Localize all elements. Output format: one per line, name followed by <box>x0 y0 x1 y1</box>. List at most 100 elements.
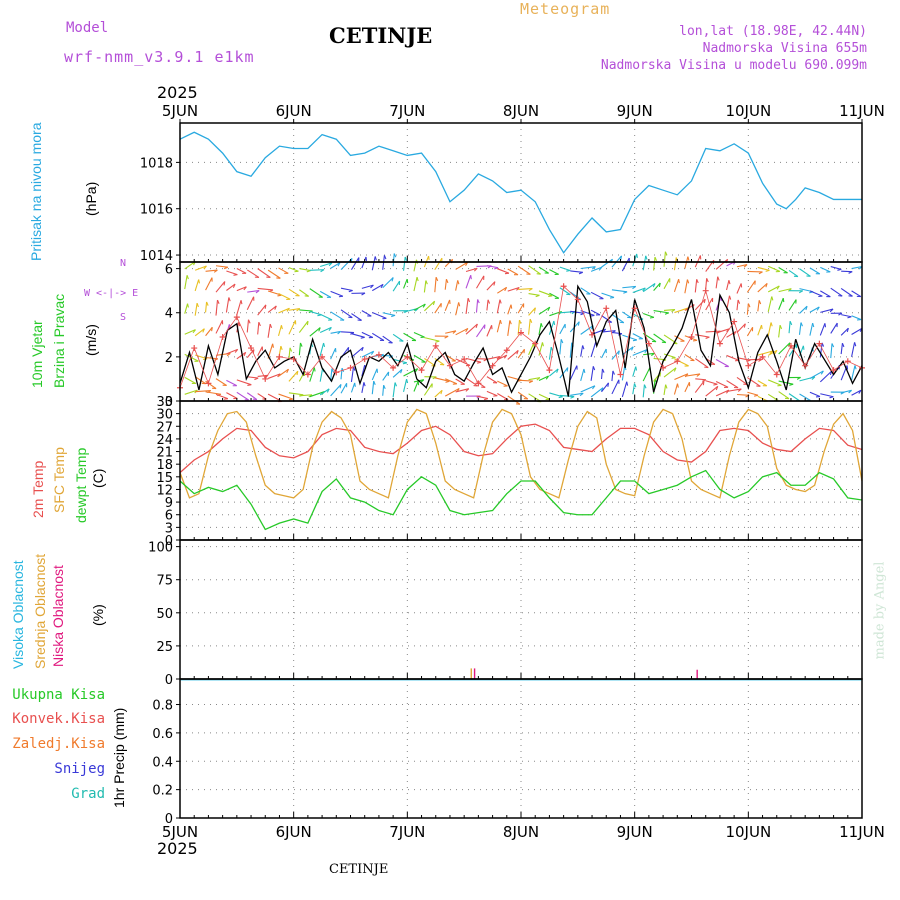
gust-marker <box>191 345 198 352</box>
wind-arrow-head <box>705 336 710 339</box>
wind-arrow <box>590 291 604 300</box>
y-tick-label: 1014 <box>140 249 173 264</box>
gust-marker <box>731 318 738 325</box>
wind-arrow <box>580 345 584 357</box>
wind-arrow <box>674 373 689 380</box>
wind-arrow-head <box>473 267 478 272</box>
wind-arrow <box>236 379 252 386</box>
wind-arrow <box>569 365 578 381</box>
gust-marker <box>319 353 326 360</box>
wind-arrow <box>184 275 188 290</box>
wind-arrow <box>236 286 247 292</box>
gust-marker <box>787 342 794 349</box>
wind-arrow <box>340 287 353 292</box>
wind-arrow-head <box>847 316 852 319</box>
wind-arrow <box>497 393 509 401</box>
wind-arrow <box>778 325 781 338</box>
wind-arrow <box>257 304 267 316</box>
wind-arrow <box>507 350 519 360</box>
wind-arrow-head <box>465 261 469 267</box>
wind-arrow-head <box>533 307 536 312</box>
wind-arrow-head <box>556 368 559 373</box>
wind-arrow <box>236 351 247 360</box>
wind-arrow-head <box>352 366 356 371</box>
wind-arrow <box>267 290 282 296</box>
wind-arrow <box>788 269 799 278</box>
wind-arrow <box>278 307 290 314</box>
wind-arrow <box>298 320 309 333</box>
wind-arrow <box>350 366 355 382</box>
wind-arrow <box>434 277 437 293</box>
wind-arrow-head <box>623 291 628 294</box>
wind-arrow <box>601 315 613 323</box>
wind-arrow <box>507 268 519 276</box>
gust-marker <box>716 340 723 347</box>
wind-arrow-head <box>370 284 374 289</box>
wind-arrow <box>194 303 198 316</box>
wind-arrow-head <box>483 398 489 401</box>
wind-arrow-head <box>659 372 662 377</box>
wind-arrow <box>767 285 780 293</box>
wind-arrow <box>632 366 637 377</box>
wind-arrow <box>622 285 636 289</box>
wind-arrow <box>184 261 196 270</box>
wind-arrow-head <box>713 383 718 386</box>
gust-marker <box>304 371 311 378</box>
wind-arrow-head <box>518 319 522 324</box>
wind-arrow <box>736 393 750 396</box>
gust-marker <box>290 356 297 363</box>
wind-arrow <box>757 300 760 312</box>
wind-arrow-head <box>626 381 629 386</box>
x-tick-label-top: 7JUN <box>389 102 425 120</box>
wind-arrow <box>465 275 472 289</box>
gust-marker <box>574 296 581 303</box>
series-line <box>179 408 863 499</box>
wind-arrow <box>507 304 512 315</box>
wind-arrow <box>559 367 569 379</box>
wind-arrow-head <box>308 394 313 398</box>
wind-arrow <box>486 376 498 384</box>
wind-arrow-head <box>196 302 199 308</box>
wind-arrow <box>444 387 460 397</box>
model-name: wrf-nmm_v3.9.1 e1km <box>64 48 255 66</box>
wind-arrow-head <box>829 396 834 399</box>
wind-arrow-head <box>269 323 273 329</box>
wind-arrow <box>403 379 408 393</box>
wind-arrow <box>736 299 739 311</box>
wind-arrow <box>319 290 332 298</box>
wind-arrow <box>559 339 562 355</box>
y-tick-label: 27 <box>156 420 173 435</box>
wind-arrow <box>663 251 666 267</box>
wind-arrow-head <box>754 394 759 397</box>
wind-arrow-head <box>673 367 677 372</box>
wind-arrow-head <box>765 283 768 288</box>
series-line <box>179 131 862 254</box>
wind-arrow <box>643 313 655 318</box>
gust-marker <box>844 358 851 365</box>
wind-arrow <box>309 327 321 337</box>
wind-arrow-head <box>591 266 596 270</box>
wind-arrow <box>246 269 260 278</box>
wind-arrow <box>319 368 324 382</box>
wind-arrow <box>538 342 543 356</box>
y-tick-label: 12 <box>156 483 173 498</box>
wind-arrow-head <box>570 396 575 399</box>
wind-arrow <box>517 303 525 314</box>
wind-arrow <box>299 289 310 297</box>
wind-arrow <box>194 279 200 292</box>
wind-arrow <box>205 269 218 272</box>
gust-marker <box>532 340 539 347</box>
wind-arrow-head <box>686 279 690 284</box>
wind-arrow <box>694 298 706 311</box>
wind-arrow-head <box>499 319 502 325</box>
wind-arrow-head <box>645 255 648 260</box>
wind-arrow-head <box>560 339 564 344</box>
wind-arrow <box>309 391 325 398</box>
gust-marker <box>461 356 468 363</box>
wind-arrow-head <box>582 345 585 350</box>
wind-arrow <box>809 370 824 379</box>
wind-arrow <box>590 341 597 358</box>
wind-arrow <box>663 278 671 290</box>
wind-arrow <box>413 303 426 311</box>
wind-arrow-head <box>323 342 326 347</box>
